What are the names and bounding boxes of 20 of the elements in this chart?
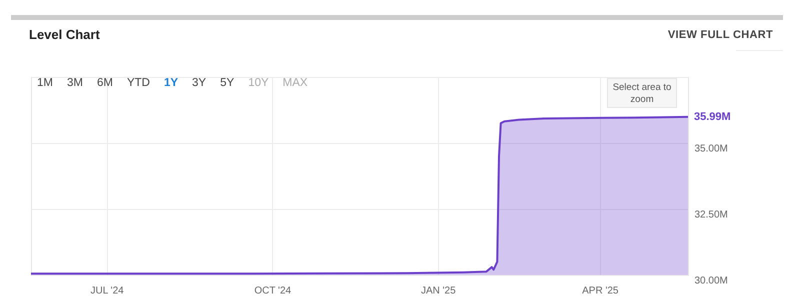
x-tick-label: JAN '25 [420,286,456,296]
chart-title: Level Chart [29,27,100,42]
annotation: YTD [126,77,150,89]
annotation: 1Y [164,77,178,89]
annotation: 35.99M [694,110,731,123]
annotation: 6M [96,77,113,89]
x-tick-label: OCT '24 [254,286,292,296]
annotation: MAX [282,77,308,89]
annotation: 1M [37,77,53,89]
annotation: 3Y [192,77,206,89]
y-tick-label: 30.00M [694,276,728,286]
y-tick-label: 35.00M [694,144,728,154]
x-tick-label: APR '25 [582,286,619,296]
annotation: 5Y [220,77,234,89]
x-tick-label: JUL '24 [90,286,124,296]
text: VIEW FULL CHART [668,29,773,41]
annotation: 10Y [248,77,269,89]
annotation: Select area to zoom [607,78,677,108]
annotation: 3M [66,77,83,89]
y-tick-label: 32.50M [694,210,728,220]
